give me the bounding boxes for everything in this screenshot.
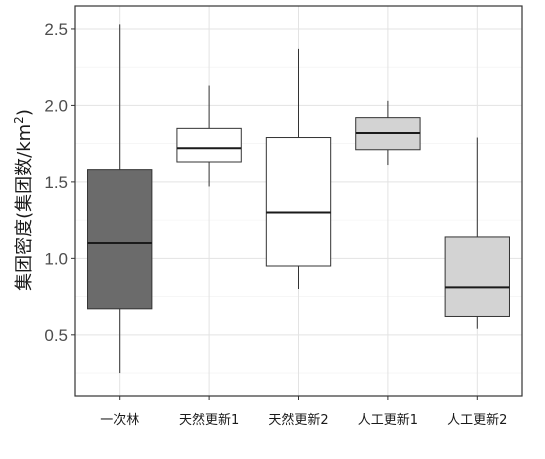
box-series: [87, 24, 510, 374]
y-axis-label: 集团密度(集团数/km2): [12, 109, 35, 291]
y-axis-ticks: 0.5 1.0 1.5 2.0 2.5: [44, 20, 75, 345]
box-iqr: [176, 127, 242, 163]
box-iqr: [265, 137, 332, 267]
x-tick-label: 人工更新2: [447, 412, 507, 428]
x-tick-label: 人工更新1: [358, 412, 418, 428]
box-5: [444, 137, 510, 329]
x-tick-label: 一次林: [100, 412, 139, 428]
box-2: [176, 85, 242, 187]
box-1: [87, 24, 153, 374]
y-tick-label: 1.0: [44, 249, 68, 268]
box-iqr: [87, 169, 153, 310]
y-tick-label: 2.0: [44, 96, 68, 115]
box-4: [355, 100, 421, 166]
box-3: [265, 48, 332, 289]
x-tick-label: 天然更新2: [268, 412, 328, 428]
y-tick-label: 0.5: [44, 326, 68, 345]
x-axis-ticks: 一次林 天然更新1 天然更新2 人工更新1 人工更新2: [100, 396, 507, 428]
y-tick-label: 1.5: [44, 173, 68, 192]
x-tick-label: 天然更新1: [179, 412, 239, 428]
y-tick-label: 2.5: [44, 20, 68, 39]
box-iqr: [444, 236, 510, 317]
